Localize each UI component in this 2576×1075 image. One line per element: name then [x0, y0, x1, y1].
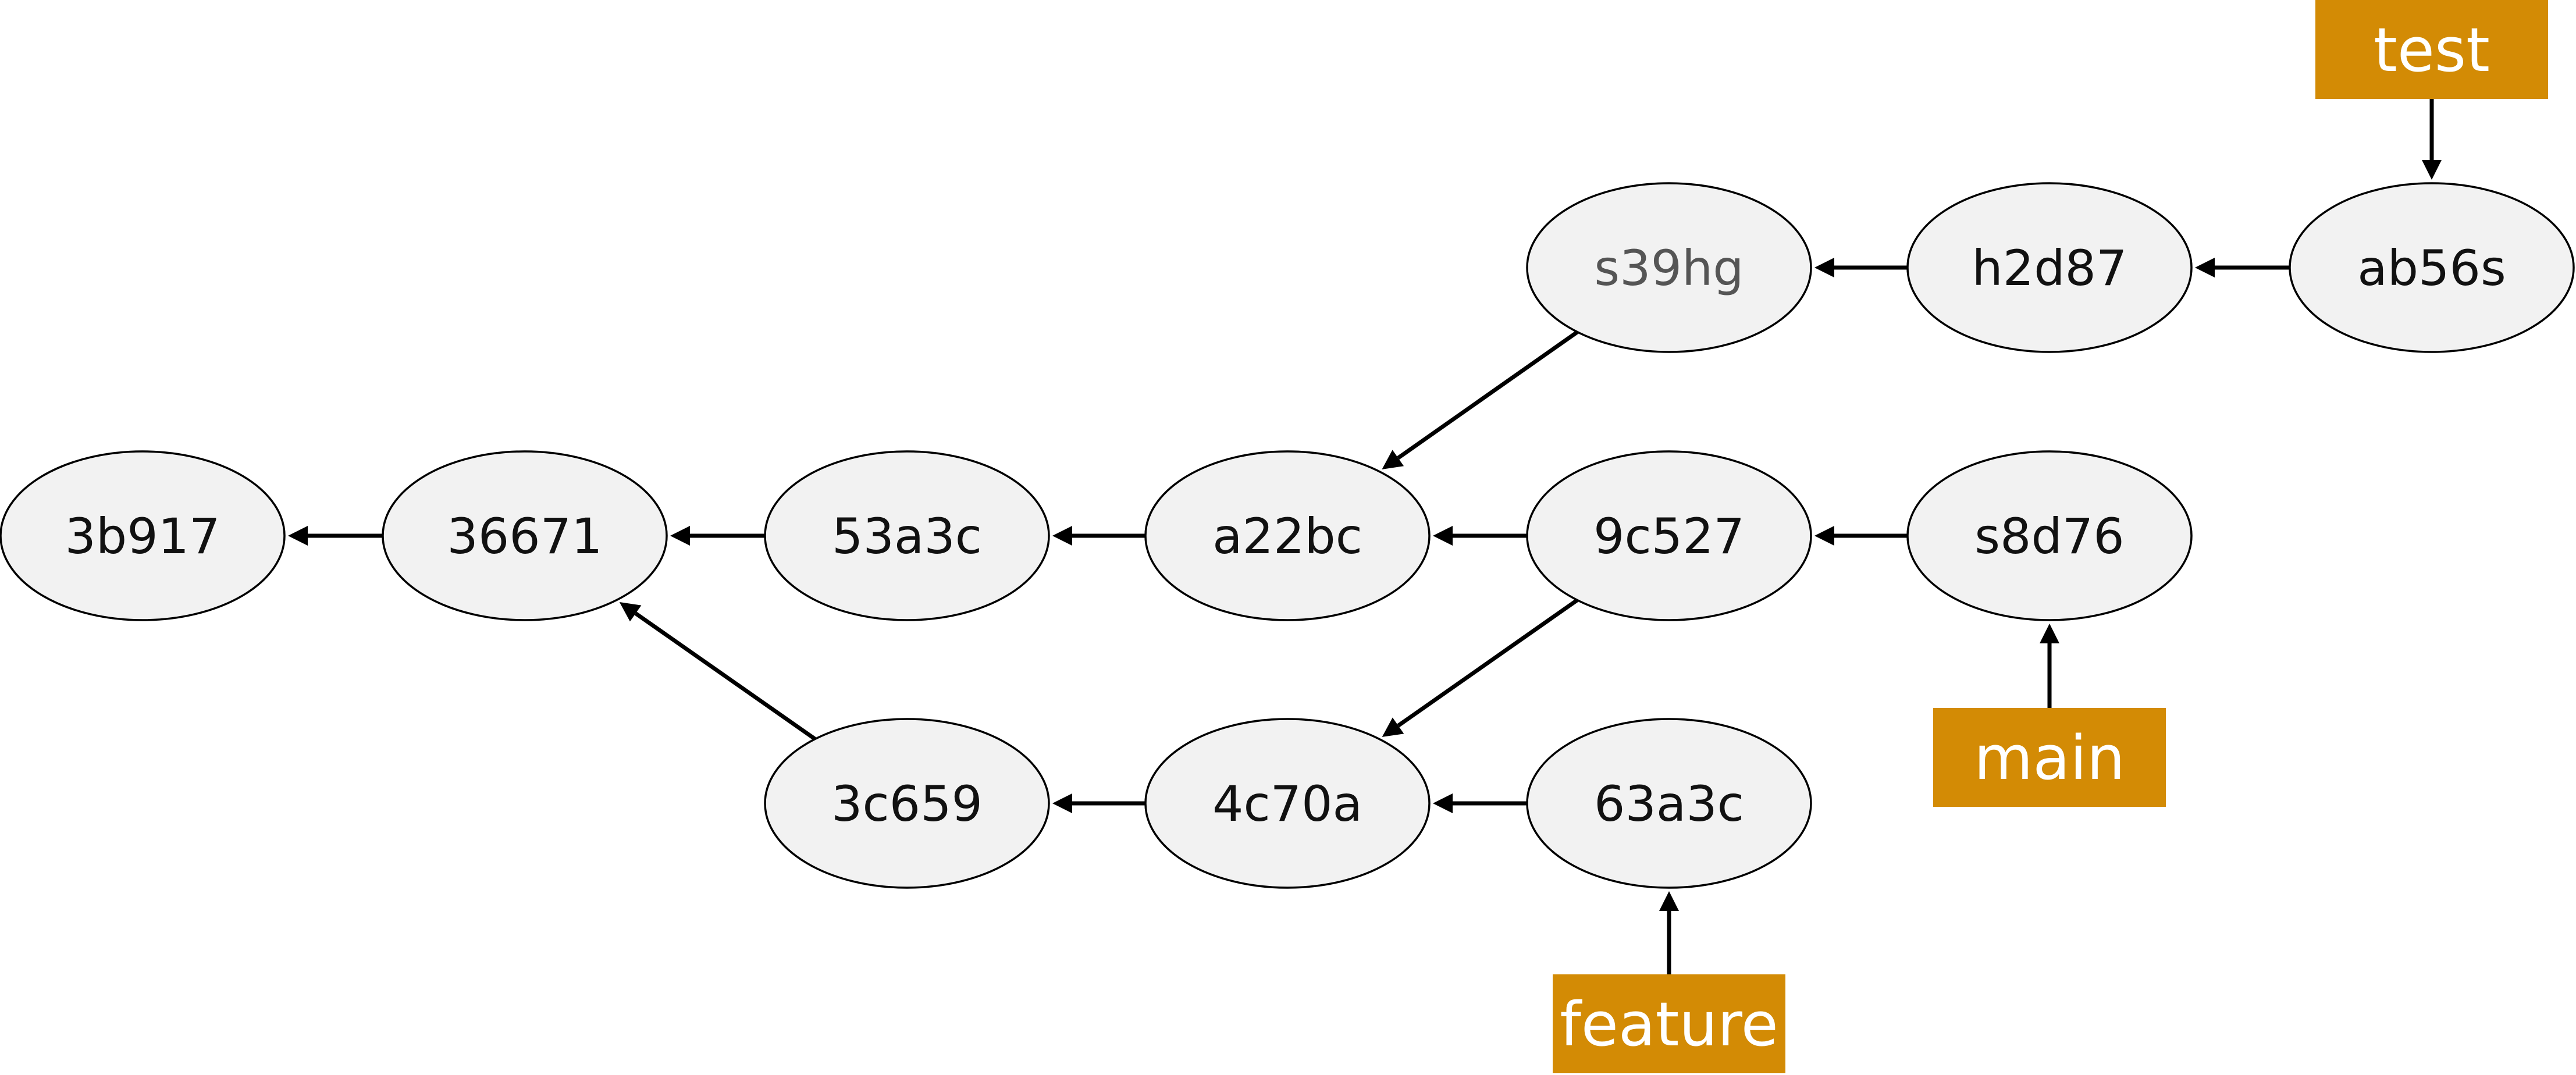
commit-hash-label: ab56s — [2357, 240, 2506, 297]
branch-pointer-arrow — [2040, 624, 2059, 708]
branch-label-box — [1933, 708, 2166, 807]
arrowhead — [2195, 258, 2215, 277]
edge-line — [1397, 330, 1579, 460]
commit-ellipse — [1526, 450, 1812, 621]
commit-ellipse — [764, 718, 1050, 889]
commit-node[interactable]: s39hg — [1526, 182, 1812, 353]
commit-hash-label: 3c659 — [831, 775, 983, 832]
commit-hash-label: s8d76 — [1974, 508, 2124, 565]
commit-node[interactable]: 63a3c — [1526, 718, 1812, 889]
edge-line — [1397, 598, 1579, 728]
commit-hash-label: 3b917 — [65, 508, 220, 565]
commit-node[interactable]: s8d76 — [1906, 450, 2193, 621]
parent-edge — [1382, 598, 1579, 737]
commit-node[interactable]: 9c527 — [1526, 450, 1812, 621]
parent-edge — [619, 601, 817, 741]
branch-label-main[interactable]: main — [1933, 708, 2166, 807]
branch-name: test — [2374, 15, 2490, 86]
commit-ellipse — [1526, 718, 1812, 889]
arrowhead — [1433, 526, 1453, 546]
commit-node[interactable]: a22bc — [1144, 450, 1431, 621]
commit-hash-label: a22bc — [1212, 508, 1362, 565]
arrowhead — [1659, 891, 1679, 911]
nodes-layer: 3b917 36671 53a3c a22bc 9c527 s8d76 s39hg h2d87… — [0, 182, 2575, 889]
commit-node[interactable]: 53a3c — [764, 450, 1050, 621]
branch-name: feature — [1560, 989, 1778, 1060]
branch-name: main — [1974, 722, 2125, 793]
parent-edge — [1814, 526, 1908, 546]
commit-hash-label: s39hg — [1594, 240, 1744, 297]
commit-hash-label: 36671 — [447, 508, 602, 565]
arrowhead — [1052, 526, 1072, 546]
parent-edge — [1433, 793, 1527, 813]
parent-edge — [288, 526, 383, 546]
commit-node[interactable]: ab56s — [2289, 182, 2575, 353]
commit-node[interactable]: 4c70a — [1144, 718, 1431, 889]
commit-ellipse — [764, 450, 1050, 621]
parent-edge — [1052, 526, 1145, 546]
arrowhead — [1433, 793, 1453, 813]
refs-layer: test main feature — [1553, 0, 2548, 1073]
commit-ellipse — [382, 450, 668, 621]
commit-ellipse — [1526, 182, 1812, 353]
commit-hash-label: 53a3c — [832, 508, 982, 565]
commit-node[interactable]: h2d87 — [1906, 182, 2193, 353]
commit-ellipse — [1144, 450, 1431, 621]
commit-ellipse — [1906, 182, 2193, 353]
arrowhead — [288, 526, 308, 546]
commit-hash-label: 4c70a — [1212, 775, 1362, 832]
arrowhead — [1052, 793, 1072, 813]
arrowhead — [2422, 160, 2442, 180]
commit-ellipse — [1144, 718, 1431, 889]
commit-ellipse — [1906, 450, 2193, 621]
commit-hash-label: 63a3c — [1594, 775, 1744, 832]
parent-edge — [1433, 526, 1527, 546]
parent-edge — [1052, 793, 1145, 813]
arrowhead — [1814, 526, 1834, 546]
parent-edge — [1814, 258, 1908, 277]
branch-label-box — [2315, 0, 2548, 99]
edges-layer — [288, 99, 2442, 974]
commit-ellipse — [0, 450, 286, 621]
branch-label-test[interactable]: test — [2315, 0, 2548, 99]
arrowhead — [1814, 258, 1834, 277]
commit-ellipse — [2289, 182, 2575, 353]
edge-line — [634, 611, 817, 741]
arrowhead — [619, 601, 642, 622]
commit-node[interactable]: 36671 — [382, 450, 668, 621]
parent-edge — [1382, 330, 1579, 469]
arrowhead — [1382, 717, 1404, 737]
arrowhead — [1382, 450, 1404, 469]
branch-pointer-arrow — [1659, 891, 1679, 974]
commit-node[interactable]: 3b917 — [0, 450, 286, 621]
branch-label-box — [1553, 974, 1785, 1073]
parent-edge — [670, 526, 765, 546]
arrowhead — [2040, 624, 2059, 643]
commit-hash-label: h2d87 — [1972, 240, 2127, 297]
branch-label-feature[interactable]: feature — [1553, 974, 1785, 1073]
parent-edge — [2195, 258, 2290, 277]
arrowhead — [670, 526, 690, 546]
commit-hash-label: 9c527 — [1593, 508, 1745, 565]
commit-node[interactable]: 3c659 — [764, 718, 1050, 889]
branch-pointer-arrow — [2422, 99, 2442, 180]
